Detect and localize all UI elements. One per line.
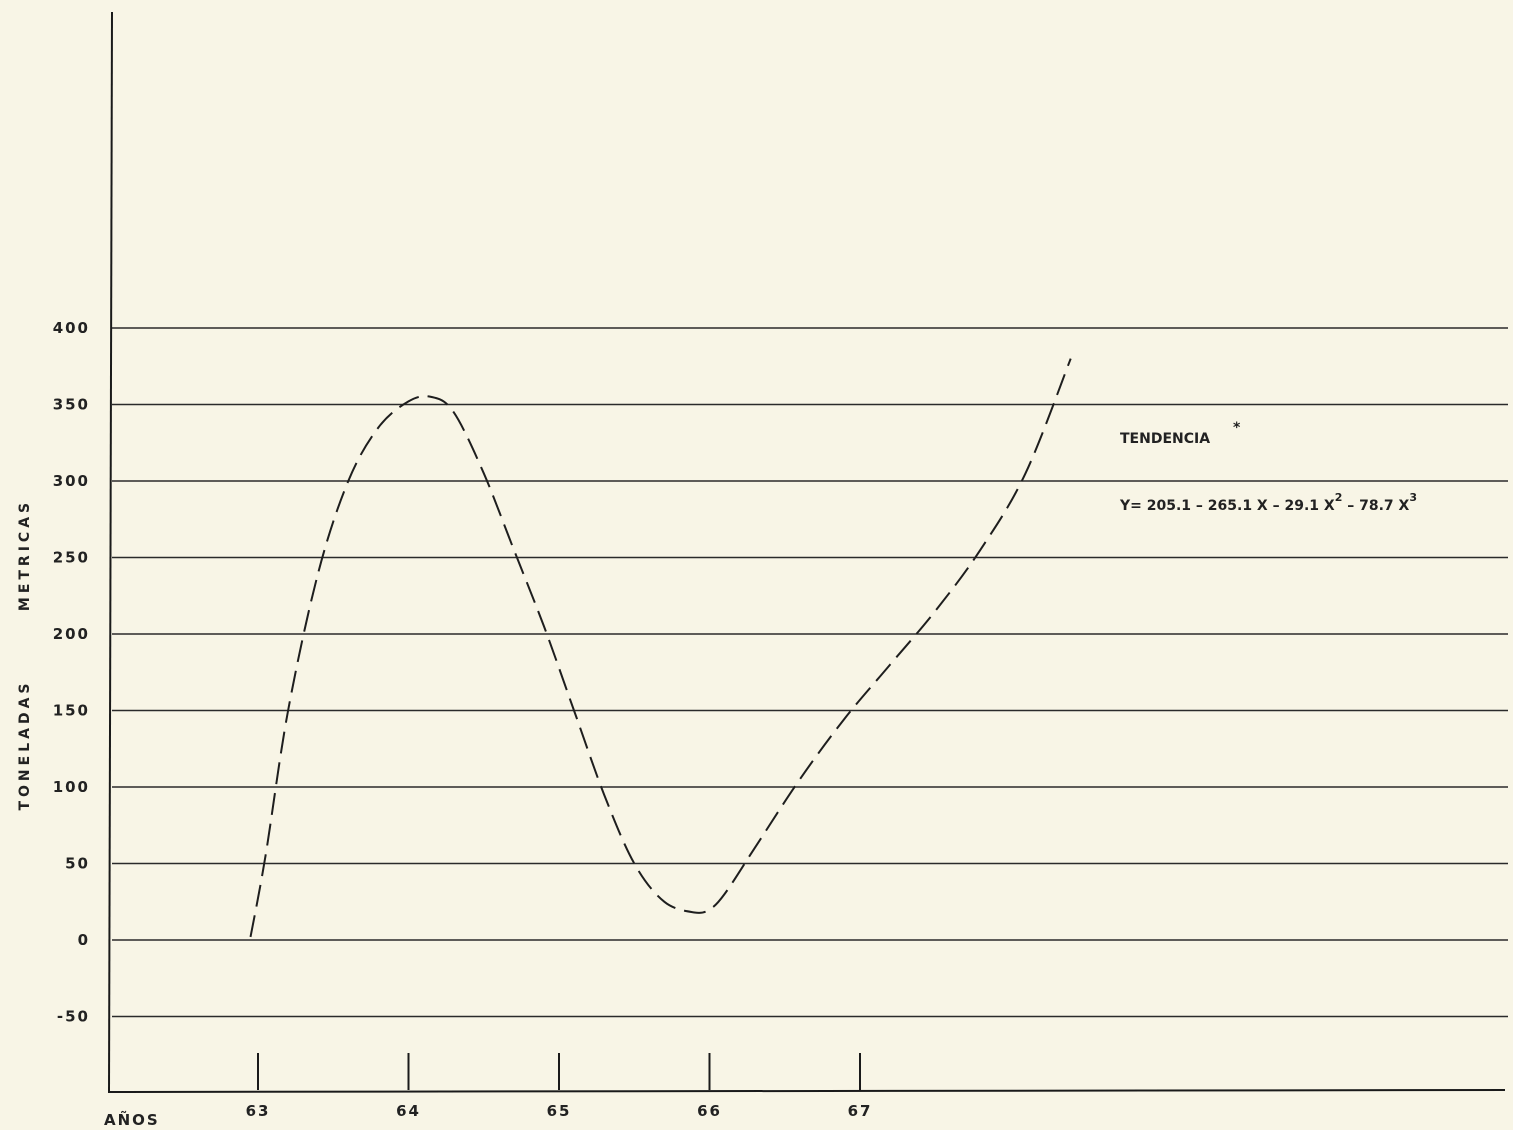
formula-tail: – 78.7 X bbox=[1342, 498, 1409, 514]
y-tick-label: 0 bbox=[78, 931, 90, 949]
y-axis-title-group: TONELADAS bbox=[17, 679, 33, 810]
y-tick-label: -50 bbox=[57, 1008, 90, 1026]
series-line-0 bbox=[249, 358, 1072, 938]
y-tick-label: 150 bbox=[53, 702, 90, 720]
y-tick-label: 300 bbox=[53, 472, 90, 490]
x-tick-label: 66 bbox=[697, 1102, 722, 1120]
y-tick-label: 50 bbox=[65, 855, 90, 873]
y-axis-title-left: TONELADAS bbox=[17, 679, 33, 810]
annotation-mark: * bbox=[1233, 420, 1241, 436]
y-axis-title-group-2: METRICAS bbox=[17, 499, 33, 611]
y-tick-label: 400 bbox=[53, 319, 90, 337]
x-tick-label: 64 bbox=[396, 1102, 421, 1120]
y-axis-title-right: METRICAS bbox=[17, 499, 33, 611]
x-tick-marks: 63 64 65 66 67 bbox=[246, 1053, 873, 1120]
series bbox=[249, 358, 1072, 938]
annotation-label: TENDENCIA bbox=[1120, 431, 1210, 447]
gridlines bbox=[112, 327, 1508, 1018]
y-axis-line bbox=[108, 11, 113, 1093]
x-tick-label: 63 bbox=[246, 1102, 271, 1120]
y-tick-label: 200 bbox=[53, 625, 90, 643]
trend-annotation: TENDENCIA * Y= 205.1 – 265.1 X – 29.1 X2… bbox=[1119, 420, 1417, 514]
annotation-formula: Y= 205.1 – 265.1 X – 29.1 X2 – 78.7 X3 bbox=[1119, 491, 1417, 514]
x-tick-label: 65 bbox=[547, 1102, 572, 1120]
formula-exp-2: 2 bbox=[1335, 491, 1343, 504]
formula-exp-3: 3 bbox=[1409, 491, 1417, 504]
formula-main: Y= 205.1 – 265.1 X – 29.1 X bbox=[1119, 498, 1335, 514]
axes bbox=[107, 11, 1506, 1093]
x-axis-title: AÑOS bbox=[104, 1110, 160, 1129]
y-tick-label: 350 bbox=[53, 396, 90, 414]
x-tick-label: 67 bbox=[848, 1102, 873, 1120]
x-axis-line bbox=[107, 1089, 1506, 1093]
y-tick-label: 250 bbox=[53, 549, 90, 567]
y-tick-label: 100 bbox=[53, 778, 90, 796]
y-tick-labels: 400 350 300 250 200 150 100 50 0 -50 bbox=[53, 319, 90, 1026]
